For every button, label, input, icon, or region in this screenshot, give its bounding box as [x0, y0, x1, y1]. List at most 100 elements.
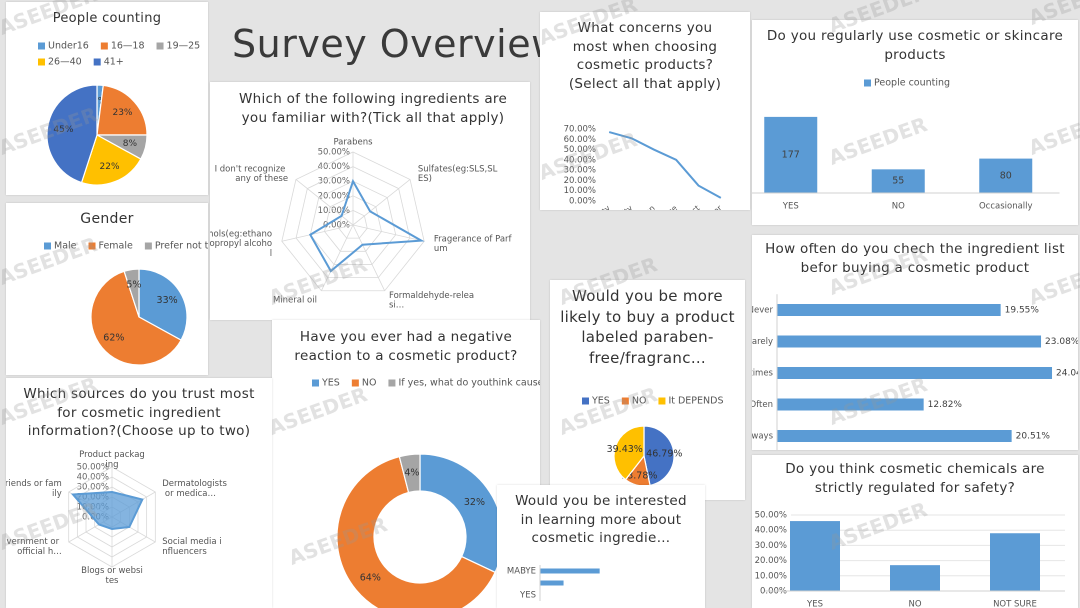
x-tick-label: Occasionally	[979, 202, 1033, 212]
legend-label: YES	[321, 378, 340, 389]
legend-label: 26—40	[48, 57, 82, 68]
label-line: Formaldehyde-relea	[389, 290, 474, 300]
y-tick-label: 20.00%	[564, 176, 596, 186]
data-label: 23.08%	[1045, 337, 1078, 347]
label-line: official h…	[17, 546, 62, 556]
label-line: nfluencers	[162, 546, 207, 556]
chart-panel: 177 YES 55 NO 80 Occasionally People counting D…	[752, 20, 1078, 225]
chart: 0.00%10.00%20.00%30.00%40.00%50.00%YES NO…	[755, 511, 1065, 608]
bar	[871, 169, 925, 193]
r-tick-label: 40.00%	[318, 162, 350, 172]
legend-swatch	[582, 397, 589, 405]
bar	[764, 116, 818, 193]
bar	[979, 158, 1033, 193]
chart-panel: 0.00% 10.00% 20.00% 30.00% 40.00% 50.00% Parab…	[210, 82, 530, 320]
label-line: si…	[389, 300, 404, 310]
y-tick-label: 40.00%	[564, 155, 596, 165]
x-tick-label: Other	[701, 203, 725, 210]
legend-swatch	[144, 242, 152, 250]
bar	[777, 430, 1012, 442]
y-tick-label: Sometimes	[752, 369, 774, 379]
label-line: Product packag	[79, 450, 145, 460]
data-label: 55	[892, 176, 904, 187]
data-label: 23%	[112, 108, 132, 118]
chart-title: Have you ever had a negative reaction to…	[294, 329, 518, 364]
spoke	[352, 179, 411, 226]
y-tick-label: MABYE	[507, 567, 536, 577]
label-line: Dermatologists	[162, 479, 227, 489]
data-label: 13.78%	[621, 470, 657, 481]
x-tick-label: Environmental impact	[628, 204, 701, 210]
pie-slice	[398, 453, 421, 494]
legend-label: 16—18	[111, 41, 145, 52]
data-label: 32%	[464, 497, 485, 508]
r-tick-label: 50.00%	[318, 148, 350, 158]
chart-title: How often do you chech the ingredient li…	[765, 241, 1065, 276]
r-tick-label: 20.00%	[318, 191, 350, 201]
bar	[890, 565, 940, 591]
chart: 177 YES 55 NO 80 Occasionally People counting	[752, 78, 1060, 212]
label-line: ing	[105, 459, 118, 469]
chart-panel: 2% 23% 8% 22% 45% Under16 16—18 19—25 26—40 41+ Pe…	[6, 2, 208, 195]
chart-title: What concerns you most when choosing cos…	[568, 20, 722, 92]
label-line: Alcohols(eg:ethano	[210, 229, 272, 239]
data-label: 46.79%	[646, 448, 682, 459]
axis-label: Parabens	[333, 138, 373, 148]
legend-label: It DEPENDS	[668, 396, 723, 407]
legend-swatch	[100, 42, 108, 50]
y-tick-label: 60.00%	[564, 135, 596, 145]
chart-panel: 33% 62% 5% Male Female Prefer not to say Gende…	[6, 203, 208, 375]
x-tick-label: NO	[908, 600, 921, 608]
legend-swatch	[351, 379, 359, 387]
label-line: Friends or fam	[6, 479, 62, 489]
r-tick-label: 10.00%	[318, 206, 350, 216]
y-tick-label: Rarely	[752, 337, 773, 347]
data-label: 20.51%	[1016, 432, 1051, 442]
data-label: 45%	[53, 125, 73, 135]
grid-ring	[324, 195, 382, 252]
pie-slice	[138, 268, 188, 341]
x-tick-label: YES	[782, 202, 799, 212]
axis-label: Social media i nfluencers	[162, 537, 221, 557]
pie-slice	[80, 134, 142, 186]
chart-panel: Never 19.55% Rarely 23.08% Sometimes 24.04% Of…	[752, 235, 1078, 450]
x-tick-label: Price	[658, 204, 679, 210]
label-line: Social media i	[162, 537, 221, 547]
axis-label: Formaldehyde-relea si…	[389, 290, 474, 310]
chart-title: Do you think cosmetic chemicals are stri…	[785, 461, 1045, 496]
y-tick-label: Often	[752, 400, 773, 410]
axis-label: Friends or fam ily	[6, 479, 62, 499]
chart: 0.00%10.00%20.00%30.00%40.00%50.00%Produ…	[6, 450, 227, 586]
pie-slice	[90, 270, 182, 366]
chart-title: Gender	[80, 211, 134, 227]
legend-label: NO	[632, 396, 647, 407]
r-tick-label: 30.00%	[318, 177, 350, 187]
data-label: 19.55%	[1005, 306, 1040, 316]
legend-swatch	[156, 42, 164, 50]
y-tick-label: Never	[752, 306, 774, 316]
line-series	[608, 131, 722, 199]
chart-title: Do you regularly use cosmetic or skincar…	[766, 28, 1064, 63]
label-line: ES)	[418, 174, 432, 184]
pie-slice	[123, 268, 140, 318]
y-tick-label: 50.00%	[564, 145, 596, 155]
bar	[777, 335, 1042, 348]
chart: 33% 62% 5% Male Female Prefer not to say	[44, 241, 208, 366]
legend-swatch	[38, 58, 45, 66]
legend-swatch	[44, 242, 51, 250]
chart: 0.00% 10.00% 20.00% 30.00% 40.00% 50.00%Parab…	[210, 138, 513, 311]
bar	[540, 568, 600, 574]
spoke	[352, 224, 425, 242]
pie-slice	[336, 455, 496, 608]
y-tick-label: 10.00%	[564, 186, 596, 196]
y-tick-label: 50.00%	[755, 511, 787, 521]
spoke	[320, 224, 354, 291]
data-label: 80	[1000, 170, 1012, 181]
x-tick-label: NO	[892, 202, 905, 212]
legend-swatch	[864, 79, 871, 87]
legend-label: Under16	[48, 41, 89, 52]
data-label: 24.04%	[1056, 369, 1078, 379]
legend-label: If yes, what do youthink caused it?	[398, 378, 540, 389]
legend-swatch	[388, 379, 396, 387]
